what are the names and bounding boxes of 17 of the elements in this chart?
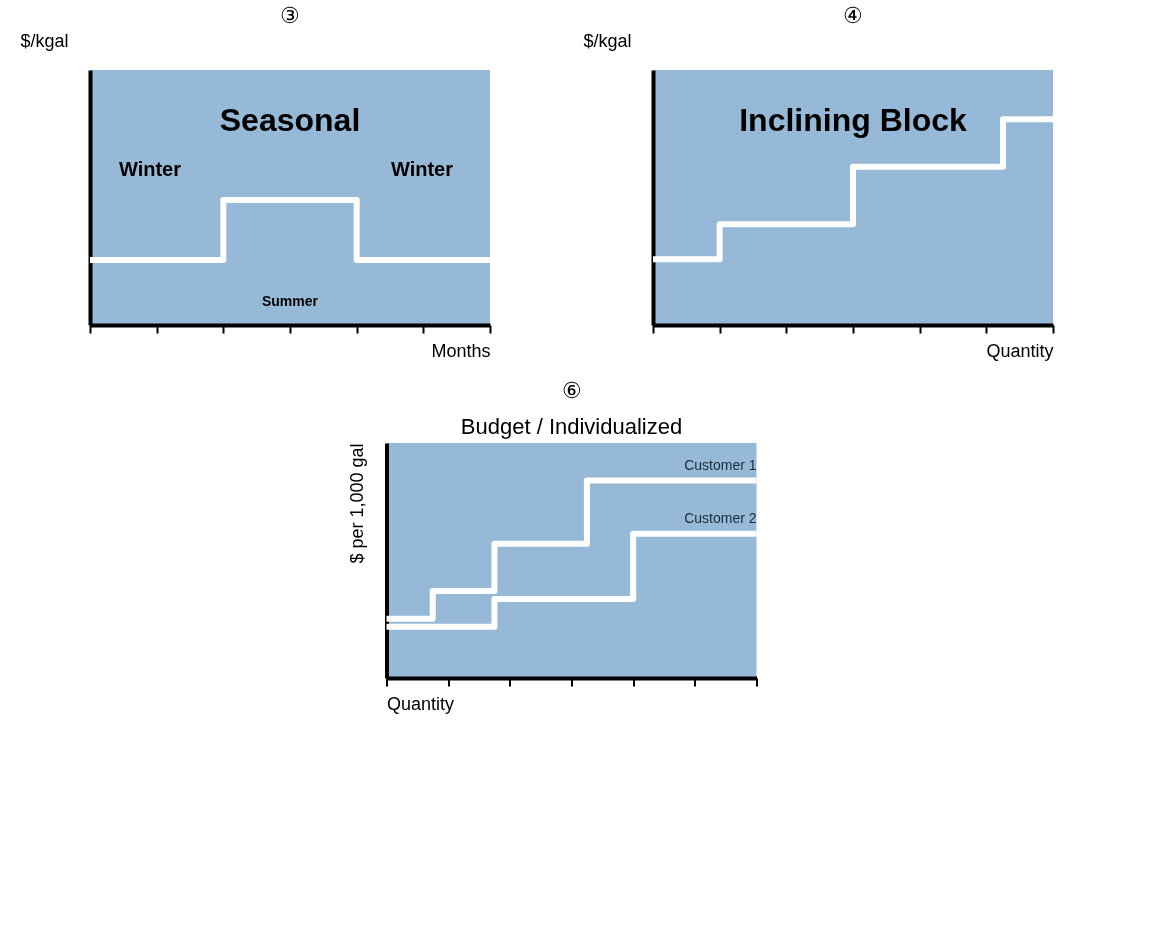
x-axis-title: Quantity	[986, 340, 1054, 361]
chart-title: ④	[843, 3, 863, 28]
chart-subtitle: Budget / Individualized	[460, 414, 683, 439]
text: Winter	[118, 157, 182, 180]
series-label: Customer 2	[684, 509, 757, 526]
text: Winter	[390, 157, 454, 180]
y-axis-title: $ per 1,000 gal	[347, 443, 367, 564]
annotation: Summer	[261, 293, 319, 310]
chart-subtitle: Inclining Block	[739, 102, 967, 138]
y-axis-title: $/kgal	[583, 30, 632, 51]
x-axis-title: Months	[431, 340, 491, 361]
y-axis-title: $/kgal	[20, 30, 69, 51]
series-label: Customer 1	[684, 456, 757, 473]
chart-title: ③	[280, 3, 300, 28]
chart-title: ⑥	[561, 378, 582, 403]
chart-subtitle: Seasonal	[219, 102, 361, 138]
x-axis-title: Quantity	[387, 693, 455, 714]
